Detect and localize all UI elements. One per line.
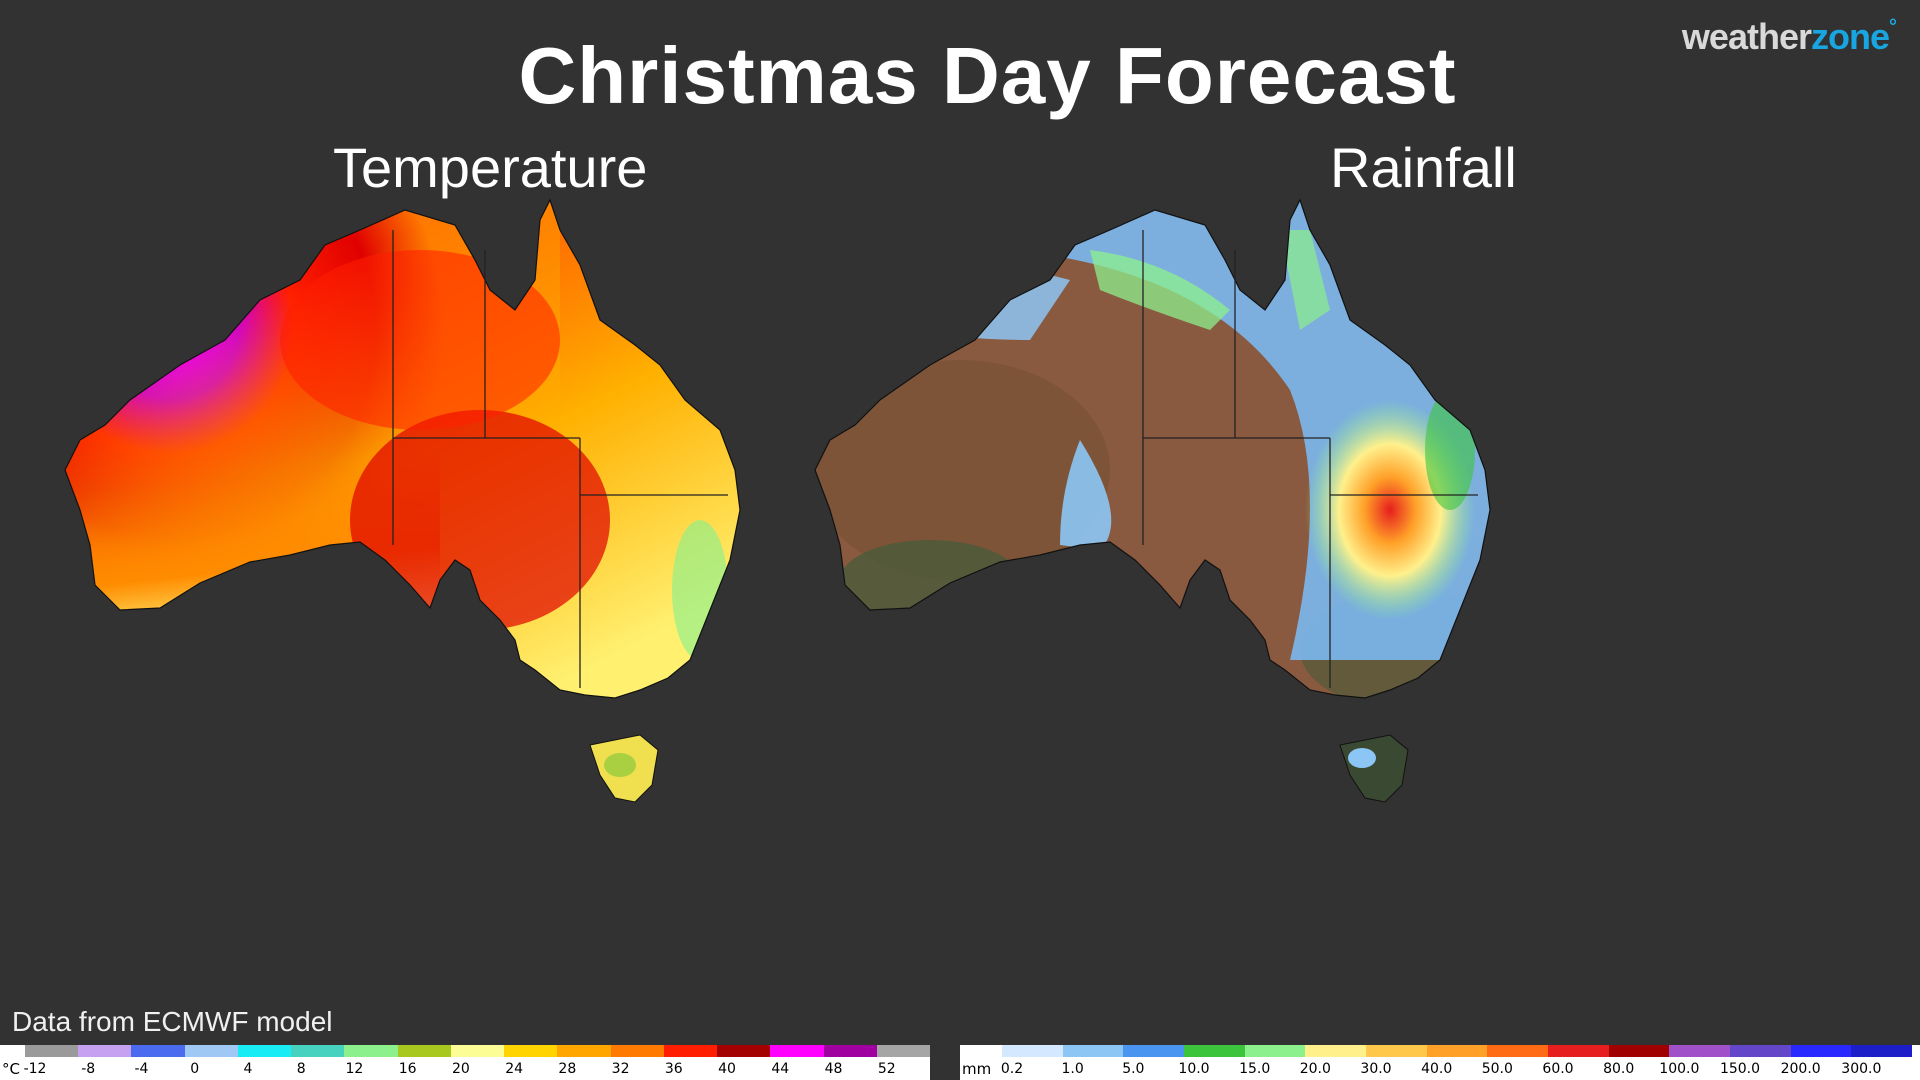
rainfall-legend-swatch	[1851, 1045, 1912, 1057]
temperature-legend-label: 40	[718, 1061, 736, 1077]
temperature-legend-label: 36	[664, 1061, 683, 1077]
temperature-legend-label: 4	[243, 1061, 253, 1077]
rainfall-legend-label: 0.2	[1000, 1061, 1024, 1077]
rainfall-panel-title: Rainfall	[1330, 136, 1517, 199]
rainfall-legend-label: 100.0	[1659, 1061, 1700, 1077]
temperature-legend-swatch	[291, 1045, 345, 1057]
rainfall-legend-label: 50.0	[1481, 1061, 1513, 1077]
temperature-legend-swatch	[504, 1045, 558, 1057]
rainfall-legend-label: 30.0	[1360, 1061, 1392, 1077]
rainfall-legend-swatch	[1790, 1045, 1852, 1057]
temperature-legend-label: 48	[824, 1061, 843, 1077]
temperature-legend-unit: °C	[2, 1060, 20, 1078]
temperature-legend-label: 28	[558, 1061, 577, 1077]
rainfall-legend-label: 60.0	[1542, 1061, 1574, 1077]
rainfall-legend-swatch	[1305, 1045, 1366, 1057]
temperature-legend-label: 52	[877, 1061, 896, 1077]
temperature-legend-label: -12	[23, 1061, 47, 1077]
rainfall-legend-swatch	[1608, 1045, 1670, 1057]
rainfall-legend-swatch	[1244, 1045, 1306, 1057]
temperature-legend-label: 0	[190, 1061, 200, 1077]
temperature-legend: °C -12 -8 -4 0 4 8 12 16 20 24 28 32 36 40 44 48 52	[0, 1045, 930, 1080]
rainfall-legend-label: 150.0	[1719, 1061, 1761, 1077]
rainfall-color-bar	[1002, 1045, 1912, 1057]
rainfall-legend-label: 80.0	[1603, 1061, 1635, 1077]
rainfall-legend-swatch	[1669, 1045, 1730, 1057]
temperature-legend-swatch	[397, 1045, 451, 1057]
temperature-legend-swatch	[450, 1045, 505, 1057]
temperature-legend-label: -8	[81, 1061, 96, 1077]
temperature-panel-title: Temperature	[333, 136, 648, 199]
temperature-legend-swatch	[184, 1045, 238, 1057]
rainfall-legend: mm 0.2 1.0 5.0 10.0 15.0 20.0 30.0 40.0 50.0 60.0…	[960, 1045, 1920, 1080]
temperature-legend-swatch	[131, 1045, 185, 1057]
rainfall-legend-unit: mm	[962, 1060, 992, 1078]
temperature-legend-label: 20	[451, 1061, 470, 1077]
rainfall-legend-label: 200.0	[1780, 1061, 1821, 1077]
rainfall-legend-label: 15.0	[1239, 1061, 1271, 1077]
temperature-map	[60, 190, 920, 990]
temperature-legend-label: 24	[505, 1061, 524, 1077]
temperature-legend-swatch	[770, 1045, 824, 1057]
rainfall-legend-swatch	[1183, 1045, 1245, 1057]
temperature-legend-swatch	[717, 1045, 771, 1057]
temperature-legend-swatch	[237, 1045, 292, 1057]
rainfall-legend-swatch	[1062, 1045, 1124, 1057]
temperature-legend-label: 44	[771, 1061, 790, 1077]
rainfall-legend-label: 1.0	[1061, 1061, 1084, 1077]
rainfall-legend-label: 10.0	[1178, 1061, 1210, 1077]
temperature-legend-label: 16	[398, 1061, 417, 1077]
rainfall-map	[810, 190, 1670, 990]
rainfall-legend-label: 20.0	[1299, 1061, 1331, 1077]
temperature-legend-label: 32	[611, 1061, 630, 1077]
rainfall-legend-swatch	[1487, 1045, 1548, 1057]
rainfall-legend-swatch	[1426, 1045, 1488, 1057]
rainfall-legend-swatch	[1729, 1045, 1791, 1057]
rainfall-legend-swatch	[1365, 1045, 1427, 1057]
rainfall-legend-swatch	[1002, 1045, 1063, 1057]
temperature-color-bar	[25, 1045, 930, 1057]
temperature-legend-swatch	[557, 1045, 611, 1057]
temperature-legend-swatch	[344, 1045, 398, 1057]
rainfall-legend-swatch	[1547, 1045, 1609, 1057]
rainfall-legend-label: 300.0	[1841, 1061, 1882, 1077]
temperature-legend-label: 12	[345, 1061, 364, 1077]
temperature-legend-label: -4	[134, 1061, 149, 1077]
temperature-legend-swatch	[610, 1045, 664, 1057]
weatherzone-logo: weatherzone°	[1681, 16, 1897, 57]
temperature-legend-swatch	[25, 1045, 79, 1057]
rainfall-legend-swatch	[1123, 1045, 1184, 1057]
temperature-legend-swatch	[876, 1045, 930, 1057]
temperature-legend-swatch	[663, 1045, 718, 1057]
source-note: Data from ECMWF model	[12, 1006, 333, 1037]
rainfall-legend-label: 5.0	[1122, 1061, 1145, 1077]
rainfall-legend-labels: 0.2 1.0 5.0 10.0 15.0 20.0 30.0 40.0 50.0 60.0 80.…	[1000, 1061, 1912, 1079]
rainfall-legend-label: 40.0	[1421, 1061, 1453, 1077]
page-title: Christmas Day Forecast	[518, 31, 1457, 120]
temperature-legend-labels: -12 -8 -4 0 4 8 12 16 20 24 28 32 36 40 44 48 52	[23, 1061, 930, 1079]
temperature-legend-swatch	[78, 1045, 132, 1057]
temperature-legend-label: 8	[296, 1061, 306, 1077]
temperature-legend-swatch	[823, 1045, 877, 1057]
